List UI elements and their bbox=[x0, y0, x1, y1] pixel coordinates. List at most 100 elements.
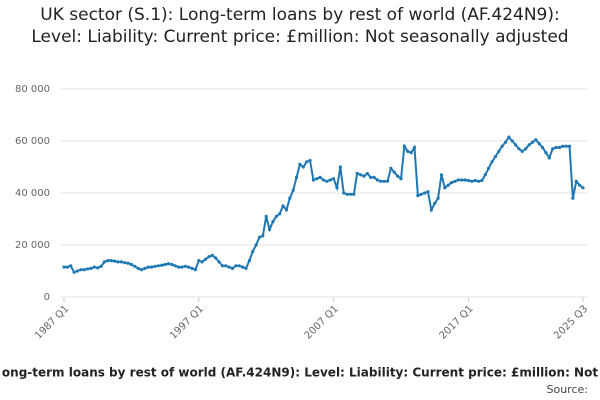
data-point bbox=[230, 266, 235, 270]
y-tick-label: 0 bbox=[44, 292, 50, 303]
data-point bbox=[227, 265, 231, 269]
data-point bbox=[102, 260, 107, 264]
data-point bbox=[166, 262, 171, 266]
footer: ong-term loans by rest of world (AF.424N… bbox=[2, 366, 598, 380]
data-point bbox=[197, 259, 201, 263]
x-tick-label: 2007 Q1 bbox=[303, 303, 341, 341]
y-tick-label: 20 000 bbox=[15, 240, 50, 251]
data-point bbox=[163, 262, 167, 267]
data-point bbox=[284, 208, 289, 212]
data-point bbox=[99, 264, 103, 268]
data-point bbox=[244, 266, 248, 270]
data-point bbox=[352, 192, 356, 196]
data-point bbox=[146, 265, 150, 269]
source: Source: bbox=[547, 383, 589, 396]
data-point bbox=[62, 265, 66, 269]
data-point bbox=[325, 179, 329, 183]
data-point bbox=[503, 140, 508, 144]
data-point bbox=[126, 261, 130, 265]
data-point bbox=[139, 268, 144, 272]
x-tick-label: 1987 Q1 bbox=[33, 303, 71, 341]
data-point bbox=[490, 160, 494, 164]
data-point bbox=[409, 151, 413, 155]
data-point bbox=[89, 266, 93, 270]
data-point bbox=[150, 265, 154, 269]
data-point bbox=[369, 175, 373, 179]
data-point bbox=[123, 261, 127, 265]
data-point bbox=[267, 227, 272, 231]
data-point bbox=[517, 147, 521, 151]
data-point bbox=[581, 186, 585, 190]
data-point bbox=[112, 259, 117, 263]
data-point bbox=[412, 145, 417, 150]
data-point bbox=[214, 256, 218, 260]
data-point bbox=[365, 171, 369, 176]
data-point bbox=[173, 264, 177, 268]
data-point bbox=[540, 145, 545, 150]
data-point bbox=[251, 249, 255, 254]
x-tick-label: 2025 Q3 bbox=[552, 303, 590, 341]
data-point bbox=[446, 183, 450, 187]
data-point bbox=[439, 173, 444, 177]
data-point bbox=[561, 144, 565, 148]
data-point bbox=[574, 179, 578, 183]
data-point bbox=[220, 264, 224, 268]
data-point bbox=[278, 212, 282, 216]
data-point bbox=[85, 267, 90, 271]
data-point bbox=[241, 265, 245, 269]
data-point bbox=[392, 170, 396, 174]
data-point bbox=[578, 183, 582, 187]
data-point bbox=[342, 191, 346, 195]
data-point bbox=[497, 149, 501, 153]
data-point bbox=[399, 177, 403, 181]
data-point bbox=[190, 266, 194, 270]
data-point bbox=[507, 135, 511, 139]
data-point bbox=[416, 194, 420, 198]
data-point bbox=[187, 265, 191, 269]
data-point bbox=[460, 178, 464, 182]
data-point bbox=[65, 265, 69, 269]
data-point bbox=[524, 147, 528, 151]
data-point bbox=[402, 144, 406, 148]
chart-title: UK sector (S.1): Long-term loans by rest… bbox=[31, 5, 569, 47]
data-point bbox=[193, 268, 198, 272]
y-tick-label: 40 000 bbox=[15, 188, 50, 199]
data-point bbox=[210, 253, 214, 257]
data-point bbox=[379, 179, 383, 183]
data-point bbox=[116, 260, 120, 264]
data-point bbox=[476, 179, 481, 183]
data-point bbox=[79, 268, 83, 272]
data-point bbox=[75, 269, 80, 273]
data-point bbox=[119, 260, 123, 264]
data-point bbox=[385, 179, 390, 183]
data-point bbox=[429, 208, 433, 212]
data-point bbox=[207, 255, 211, 259]
y-tick-label: 80 000 bbox=[15, 84, 50, 95]
data-point bbox=[355, 171, 359, 176]
data-point bbox=[318, 175, 322, 179]
data-point bbox=[345, 192, 349, 196]
data-point bbox=[153, 264, 157, 268]
data-point bbox=[534, 138, 538, 142]
data-point bbox=[82, 268, 86, 272]
data-point bbox=[480, 178, 484, 183]
data-point bbox=[547, 156, 551, 160]
data-line bbox=[64, 135, 584, 274]
data-point bbox=[254, 243, 258, 247]
data-point bbox=[143, 266, 147, 270]
data-point bbox=[419, 192, 423, 196]
data-point bbox=[264, 214, 268, 218]
data-point bbox=[96, 266, 100, 270]
data-point bbox=[557, 145, 562, 150]
data-point bbox=[449, 181, 454, 185]
data-point bbox=[348, 192, 353, 196]
data-point bbox=[338, 165, 342, 169]
data-point bbox=[456, 178, 460, 182]
data-point bbox=[358, 173, 363, 177]
data-point bbox=[436, 196, 440, 200]
data-point bbox=[109, 259, 113, 263]
data-point bbox=[544, 151, 548, 155]
data-point bbox=[291, 188, 295, 192]
data-point bbox=[160, 263, 164, 267]
data-point bbox=[308, 158, 312, 163]
